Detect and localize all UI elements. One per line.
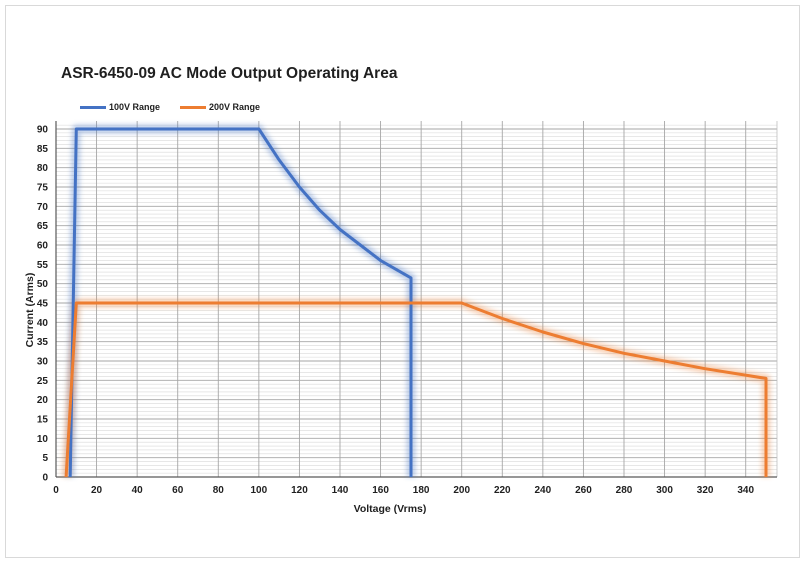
y-tick-label: 55: [37, 260, 49, 271]
y-tick-label: 75: [37, 183, 49, 194]
x-tick-label: 140: [332, 485, 349, 496]
y-tick-label: 10: [37, 434, 49, 445]
x-tick-label: 80: [213, 485, 225, 496]
x-tick-label: 20: [91, 485, 103, 496]
y-tick-label: 70: [37, 202, 49, 213]
y-tick-label: 0: [42, 473, 48, 484]
legend-item-200v: 200V Range: [180, 102, 260, 112]
series-glow-200v-range: [61, 298, 771, 478]
x-tick-label: 280: [616, 485, 633, 496]
x-tick-label: 220: [494, 485, 511, 496]
x-tick-label: 300: [656, 485, 673, 496]
x-tick-label: 180: [413, 485, 430, 496]
x-tick-label: 100: [251, 485, 268, 496]
y-tick-label: 45: [37, 299, 49, 310]
x-tick-label: 260: [575, 485, 592, 496]
y-tick-label: 35: [37, 337, 49, 348]
x-tick-label: 320: [697, 485, 714, 496]
x-tick-label: 340: [737, 485, 754, 496]
x-tick-label: 40: [132, 485, 144, 496]
series-line-100v-range: [68, 127, 413, 478]
y-tick-label: 5: [42, 453, 48, 464]
y-tick-label: 60: [37, 241, 49, 252]
y-tick-label: 85: [37, 144, 49, 155]
x-tick-label: 120: [291, 485, 308, 496]
x-tick-label: 200: [453, 485, 470, 496]
x-tick-label: 60: [172, 485, 184, 496]
legend-label-200v: 200V Range: [209, 102, 261, 112]
y-tick-label: 40: [37, 318, 49, 329]
x-axis-label: Voltage (Vrms): [353, 503, 427, 515]
y-tick-label: 65: [37, 221, 49, 232]
x-tick-label: 160: [372, 485, 389, 496]
y-tick-label: 80: [37, 163, 49, 174]
legend-item-100v: 100V Range: [80, 102, 160, 112]
y-tick-label: 90: [37, 125, 49, 136]
chart-title: ASR-6450-09 AC Mode Output Operating Are…: [61, 65, 398, 82]
legend-swatch-200v: [180, 105, 206, 109]
x-tick-label: 0: [53, 485, 59, 496]
legend-swatch-100v: [80, 105, 106, 109]
legend-label-100v: 100V Range: [109, 102, 161, 112]
x-tick-label: 240: [535, 485, 552, 496]
y-tick-label: 15: [37, 415, 49, 426]
series-line-200v-range: [64, 301, 768, 478]
y-tick-label: 50: [37, 279, 49, 290]
y-tick-label: 20: [37, 395, 49, 406]
y-tick-label: 25: [37, 376, 49, 387]
y-tick-label: 30: [37, 357, 49, 368]
